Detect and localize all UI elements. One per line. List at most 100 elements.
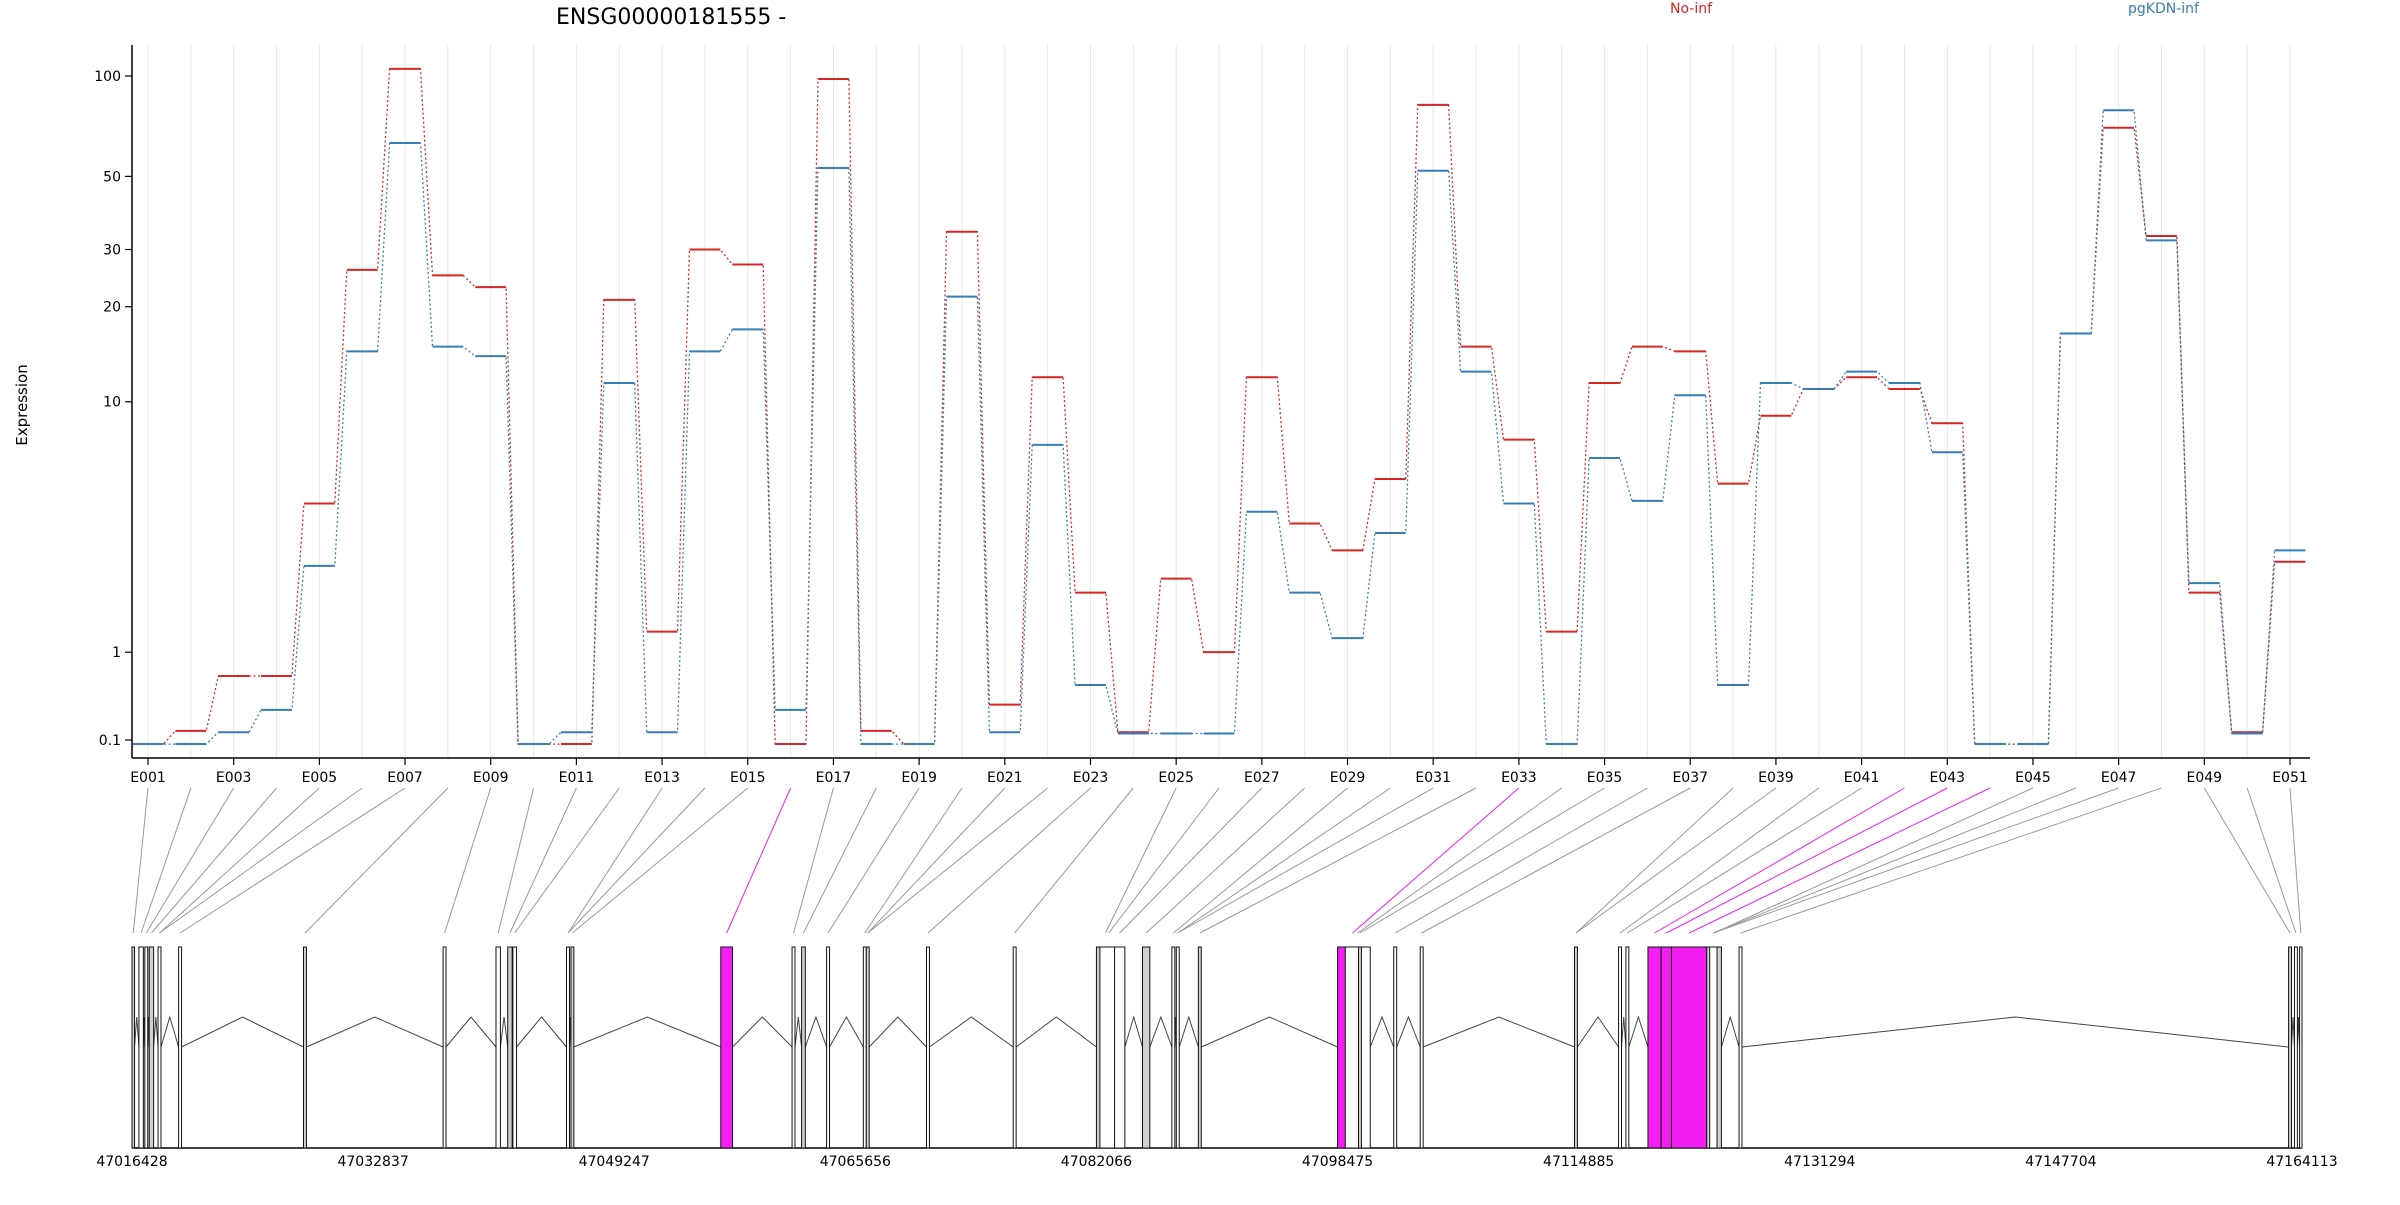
exon-linker <box>1145 787 1306 934</box>
x-tick-label: E039 <box>1758 770 1794 786</box>
intron-line <box>1720 1015 1740 1048</box>
x-tick-label: E049 <box>2187 770 2223 786</box>
exon-linker <box>927 787 1091 934</box>
exon-linker <box>567 787 663 934</box>
exon-linker <box>793 787 834 934</box>
exon-box <box>442 946 447 1149</box>
x-tick-label: E021 <box>987 770 1023 786</box>
exon-box <box>138 946 144 1149</box>
intron-line <box>134 1016 140 1048</box>
exon-box <box>178 946 183 1149</box>
exon-linker <box>1421 787 1691 934</box>
exon-linker <box>1173 787 1348 934</box>
axes: 0.1 1 10 20 30 50 100 E001 E003 E005 E007 E009 E011 E… <box>94 45 2310 786</box>
exon-linker <box>572 787 749 934</box>
highlighted-exon-box <box>1647 946 1662 1149</box>
exon-box <box>1114 946 1126 1149</box>
exon-linker <box>509 787 577 934</box>
highlighted-exon-box <box>1660 946 1672 1149</box>
exon-box <box>1393 946 1398 1149</box>
exon-linker <box>2246 787 2297 934</box>
x-tick-label: E033 <box>1501 770 1537 786</box>
exon-linker <box>1108 787 1220 934</box>
exon-linker <box>1119 787 1263 934</box>
exon-box <box>1012 946 1017 1149</box>
intron-line <box>1149 1015 1173 1048</box>
exon-box <box>1357 946 1362 1149</box>
exon-box <box>1175 946 1180 1149</box>
exon-linker <box>140 787 192 934</box>
exon-linker <box>567 787 706 934</box>
exon-box <box>826 946 831 1149</box>
exon-linker <box>726 787 792 934</box>
exon-linker <box>1394 787 1648 934</box>
x-tick-label: E005 <box>302 770 338 786</box>
x-tick-label: E015 <box>730 770 766 786</box>
exon-linker <box>1357 787 1563 934</box>
x-tick-label: E029 <box>1330 770 1366 786</box>
exon-box <box>507 946 513 1149</box>
exon-linker <box>1654 787 1905 934</box>
exon-linker <box>1359 787 1605 934</box>
genomic-coordinate-label: 47131294 <box>1784 1154 1855 1170</box>
intron-line <box>160 1015 180 1048</box>
genomic-coordinate-label: 47049247 <box>579 1154 650 1170</box>
legend-pgkdn-inf: pgKDN-inf <box>2128 1 2200 17</box>
intron-line <box>732 1016 793 1048</box>
highlighted-exon-box <box>720 946 734 1149</box>
x-tick-label: E025 <box>1158 770 1194 786</box>
exon-box <box>791 946 796 1149</box>
x-tick-label: E035 <box>1587 770 1623 786</box>
x-tick-label: E019 <box>901 770 937 786</box>
exon-linker <box>1627 787 1862 934</box>
exon-linker <box>497 787 535 934</box>
exon-linker <box>1199 787 1477 934</box>
x-tick-label: E009 <box>473 770 509 786</box>
x-tick-label: E047 <box>2101 770 2137 786</box>
x-tick-label: E027 <box>1244 770 1280 786</box>
exon-box <box>144 946 149 1149</box>
exon-box <box>1344 946 1371 1149</box>
x-tick-label: E043 <box>1929 770 1965 786</box>
exon-linker <box>1177 787 1434 934</box>
intron-line <box>1178 1015 1199 1048</box>
exon-linker <box>179 787 406 934</box>
exon-box <box>512 946 518 1149</box>
exon-box <box>157 946 162 1149</box>
exon-box <box>1709 946 1718 1149</box>
series-lines <box>132 67 2306 746</box>
exon-linker <box>1740 787 2162 934</box>
intron-line <box>445 1016 497 1048</box>
highlighted-exon-box <box>1670 946 1708 1149</box>
x-tick-label: E045 <box>2015 770 2051 786</box>
x-tick-label: E037 <box>1672 770 1708 786</box>
intron-line <box>1577 1016 1619 1048</box>
exon-box <box>566 946 570 1149</box>
exon-linker <box>1713 787 2076 934</box>
y-tick-label: 10 <box>103 395 121 411</box>
exon-linker <box>2289 787 2302 934</box>
intron-line <box>181 1016 304 1048</box>
gene-model: 47016428 47032837 47049247 47065656 47082066… <box>96 946 2338 1170</box>
x-tick-label: E003 <box>216 770 252 786</box>
intron-line <box>1621 1016 1627 1048</box>
exon-linker <box>1575 787 1734 934</box>
exon-linker <box>867 787 1006 934</box>
intron-line <box>1015 1016 1097 1048</box>
exon-box <box>2288 946 2293 1149</box>
exon-box <box>1419 946 1424 1149</box>
intron-line <box>794 1016 803 1048</box>
y-tick-label: 100 <box>94 69 121 85</box>
exon-linker <box>1352 787 1520 934</box>
intron-line <box>1369 1015 1395 1048</box>
exon-linker <box>1666 787 1948 934</box>
exon-linker <box>1105 787 1177 934</box>
x-tick-label: E001 <box>130 770 166 786</box>
exon-linker <box>444 787 492 934</box>
exon-box <box>1738 946 1743 1149</box>
y-tick-label: 0.1 <box>99 733 121 749</box>
x-tick-label: E017 <box>816 770 852 786</box>
x-tick-label: E051 <box>2272 770 2308 786</box>
exon-linker <box>2203 787 2291 934</box>
